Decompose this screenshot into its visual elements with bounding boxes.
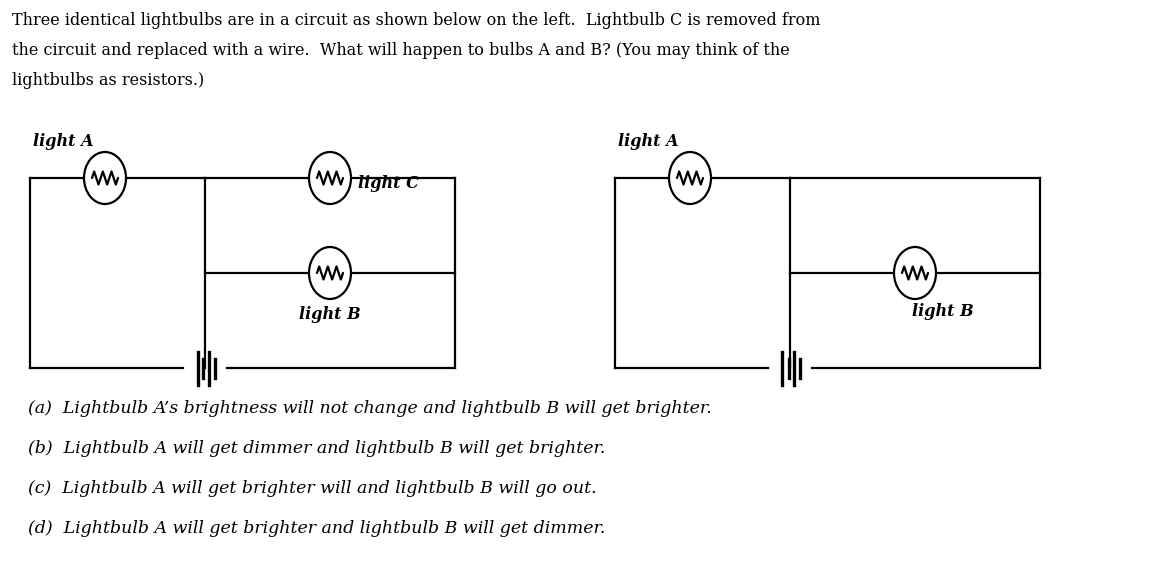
Ellipse shape [309,247,351,299]
Text: light B: light B [299,306,361,323]
Text: (d)  Lightbulb A will get brighter and lightbulb B will get dimmer.: (d) Lightbulb A will get brighter and li… [28,520,605,537]
Text: (a)  Lightbulb A’s brightness will not change and lightbulb B will get brighter.: (a) Lightbulb A’s brightness will not ch… [28,400,712,417]
Ellipse shape [309,152,351,204]
Text: lightbulbs as resistors.): lightbulbs as resistors.) [12,72,205,89]
Ellipse shape [894,247,936,299]
Ellipse shape [669,152,711,204]
Text: Three identical lightbulbs are in a circuit as shown below on the left.  Lightbu: Three identical lightbulbs are in a circ… [12,12,820,29]
Text: the circuit and replaced with a wire.  What will happen to bulbs A and B? (You m: the circuit and replaced with a wire. Wh… [12,42,790,59]
Text: light A: light A [618,133,678,150]
Text: light B: light B [912,303,974,320]
Text: (c)  Lightbulb A will get brighter will and lightbulb B will go out.: (c) Lightbulb A will get brighter will a… [28,480,597,497]
Text: light A: light A [32,133,93,150]
Text: (b)  Lightbulb A will get dimmer and lightbulb B will get brighter.: (b) Lightbulb A will get dimmer and ligh… [28,440,605,457]
Ellipse shape [84,152,126,204]
Text: light C: light C [358,175,419,192]
